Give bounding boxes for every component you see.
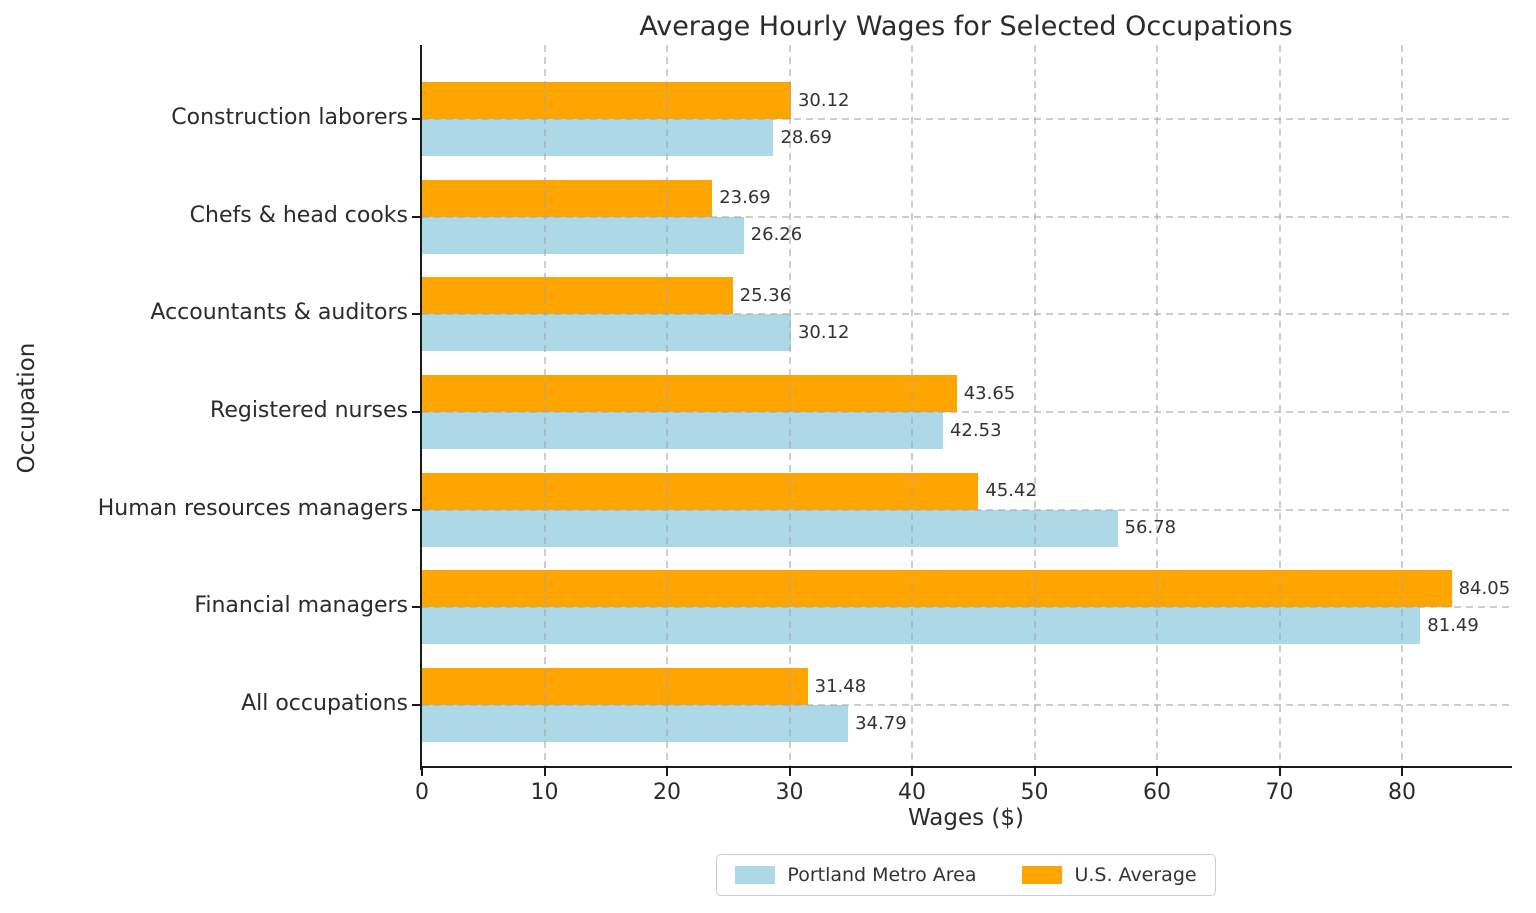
y-tick-mark xyxy=(412,606,420,609)
bar-portland-metro xyxy=(422,509,1118,547)
legend-swatch xyxy=(1022,866,1063,884)
x-tick-label: 40 xyxy=(898,780,926,805)
x-tick-mark xyxy=(1033,768,1036,776)
gridline-horizontal xyxy=(422,215,1510,218)
bar-value-label: 28.69 xyxy=(780,126,832,148)
gridline-vertical xyxy=(666,45,668,768)
legend-box: Portland Metro Area U.S. Average xyxy=(716,854,1216,896)
y-tick-mark xyxy=(412,215,420,218)
x-tick-mark xyxy=(666,768,668,776)
x-tick-mark xyxy=(421,768,423,776)
gridline-horizontal xyxy=(422,606,1510,609)
gridline-horizontal xyxy=(422,313,1510,316)
x-tick-label: 60 xyxy=(1143,780,1171,805)
bar-portland-metro xyxy=(422,705,849,743)
y-tick-label: All occupations xyxy=(241,691,408,717)
y-tick-mark xyxy=(412,704,420,707)
y-tick-mark xyxy=(412,411,420,413)
gridline-vertical xyxy=(1033,45,1036,768)
bar-value-label: 26.26 xyxy=(750,224,803,246)
bar-value-label: 23.69 xyxy=(719,187,771,209)
x-tick-label: 10 xyxy=(530,780,559,805)
legend-swatch xyxy=(735,866,776,884)
gridline-vertical xyxy=(911,45,913,768)
bar-portland-metro xyxy=(422,412,943,449)
bar-value-label: 31.48 xyxy=(814,675,867,697)
bar-value-label: 81.49 xyxy=(1427,614,1479,636)
x-tick-mark xyxy=(788,768,791,776)
legend: Portland Metro Area U.S. Average xyxy=(422,854,1510,896)
x-tick-mark xyxy=(1401,768,1403,776)
legend-item: U.S. Average xyxy=(1022,864,1197,886)
x-tick-mark xyxy=(543,768,546,776)
bar-portland-metro xyxy=(422,216,744,254)
bar-portland-metro xyxy=(422,119,774,156)
x-tick-label: 80 xyxy=(1388,780,1416,805)
gridline-vertical xyxy=(788,45,791,768)
gridline-vertical xyxy=(1156,45,1158,768)
legend-item: Portland Metro Area xyxy=(735,864,976,886)
y-tick-mark xyxy=(412,118,420,120)
bar-us-average xyxy=(422,472,979,510)
bar-value-label: 34.79 xyxy=(855,712,907,734)
legend-label: U.S. Average xyxy=(1074,864,1197,886)
x-axis-label: Wages ($) xyxy=(908,805,1024,831)
gridline-horizontal xyxy=(422,118,1510,120)
bar-us-average xyxy=(422,668,808,706)
gridline-vertical xyxy=(1401,45,1403,768)
bar-us-average xyxy=(422,570,1452,608)
y-tick-label: Accountants & auditors xyxy=(150,300,408,326)
bar-value-label: 30.12 xyxy=(797,89,850,111)
x-tick-label: 70 xyxy=(1265,780,1294,805)
x-tick-label: 50 xyxy=(1020,780,1049,805)
gridline-vertical xyxy=(543,45,546,768)
gridline-vertical xyxy=(1278,45,1281,768)
bar-us-average xyxy=(422,277,733,315)
y-tick-label: Financial managers xyxy=(194,593,408,619)
x-tick-label: 30 xyxy=(775,780,804,805)
x-axis-spine xyxy=(420,766,1512,768)
bar-us-average xyxy=(422,179,713,217)
bar-value-label: 43.65 xyxy=(963,382,1016,404)
x-tick-mark xyxy=(911,768,913,776)
bar-portland-metro xyxy=(422,607,1421,645)
y-tick-label: Registered nurses xyxy=(210,398,408,423)
y-tick-label: Construction laborers xyxy=(171,105,408,130)
chart-title: Average Hourly Wages for Selected Occupa… xyxy=(639,11,1293,42)
bar-value-label: 30.12 xyxy=(797,321,850,343)
y-tick-label: Chefs & head cooks xyxy=(189,202,408,228)
y-tick-mark xyxy=(412,508,420,511)
x-tick-mark xyxy=(1156,768,1158,776)
bar-value-label: 25.36 xyxy=(739,284,792,306)
x-tick-label: 0 xyxy=(415,780,429,805)
x-tick-label: 20 xyxy=(653,780,681,805)
bar-value-label: 84.05 xyxy=(1458,577,1511,599)
x-tick-mark xyxy=(1278,768,1281,776)
gridline-horizontal xyxy=(422,411,1510,413)
bar-value-label: 42.53 xyxy=(949,419,1002,441)
bar-value-label: 56.78 xyxy=(1124,517,1177,539)
bar-us-average xyxy=(422,375,957,412)
plot-area: 30.12 28.69 23.69 26.26 25.36 30.12 43.65 42.53… xyxy=(422,45,1510,768)
y-tick-label: Human resources managers xyxy=(97,495,408,521)
bar-us-average xyxy=(422,82,791,119)
y-tick-mark xyxy=(412,313,420,316)
gridline-horizontal xyxy=(422,508,1510,511)
bar-portland-metro xyxy=(422,314,791,352)
y-axis-spine xyxy=(420,45,422,770)
bar-value-label: 45.42 xyxy=(985,480,1037,502)
legend-label: Portland Metro Area xyxy=(787,864,977,886)
gridline-horizontal xyxy=(422,704,1510,707)
